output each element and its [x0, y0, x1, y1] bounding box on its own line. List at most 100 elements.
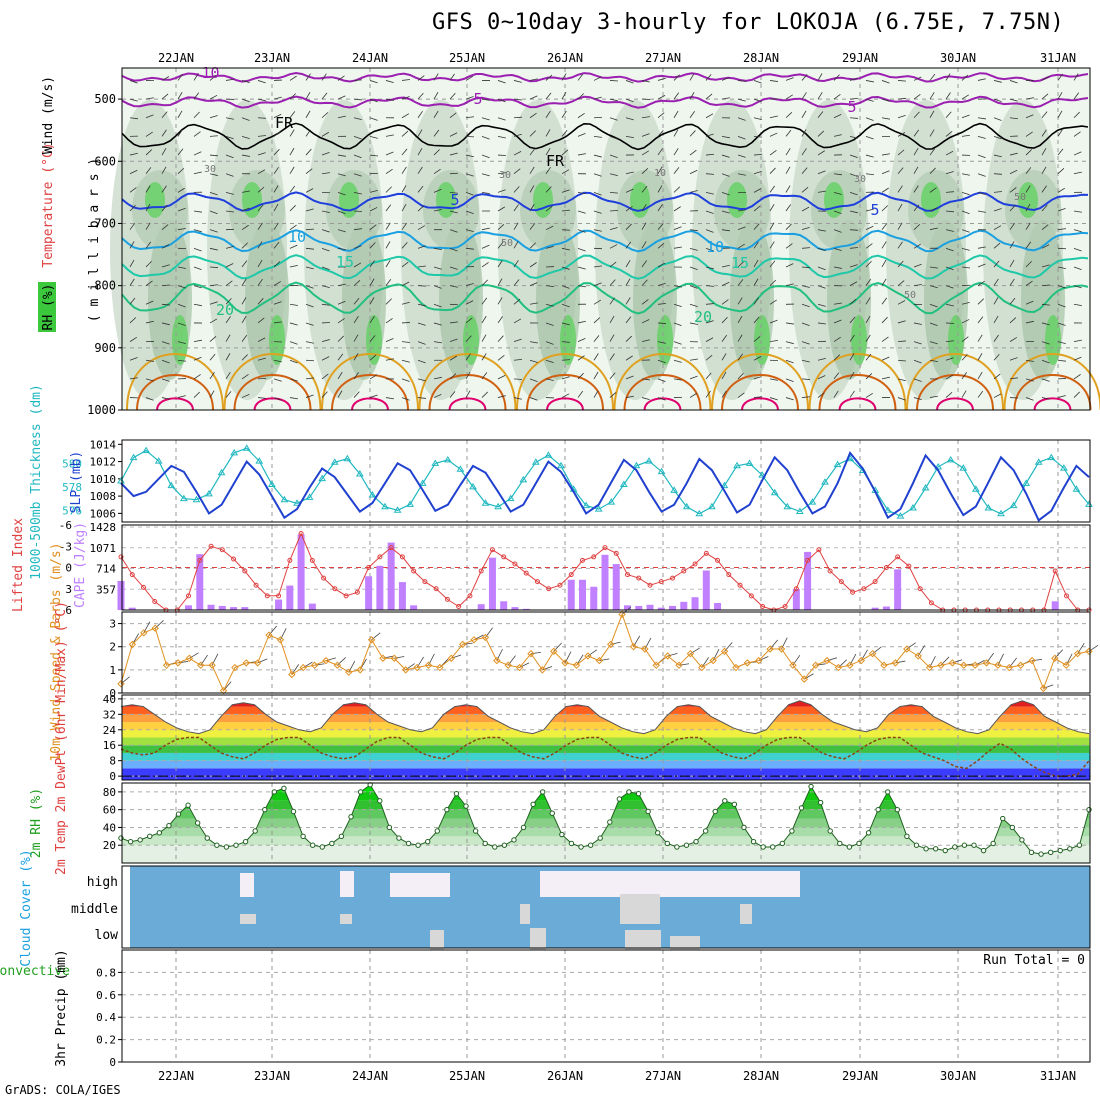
wind10-barb — [1032, 658, 1043, 661]
cape-bar — [410, 605, 418, 610]
rh-point — [885, 789, 891, 795]
lifted-index-point — [343, 593, 349, 599]
wind-barb — [529, 223, 536, 230]
wind-barb — [273, 397, 282, 401]
wind-barb — [449, 373, 457, 380]
contour-35 — [546, 397, 584, 411]
wind-barb — [353, 98, 362, 101]
wind-barb — [1073, 356, 1082, 361]
wind-barb — [433, 394, 442, 398]
wind-barb — [833, 302, 842, 305]
cape-bar — [207, 604, 215, 610]
wind-barb — [801, 247, 811, 249]
lifted-index-point — [928, 600, 934, 606]
wind-barb — [753, 117, 762, 120]
wind-barb — [481, 262, 489, 268]
wind-barb — [273, 222, 279, 230]
lifted-index-point — [298, 531, 304, 536]
thickness-point — [896, 512, 905, 519]
wind10-point — [686, 649, 695, 658]
y-tick-label: 0.2 — [96, 1034, 116, 1047]
lifted-index-point — [444, 596, 450, 602]
wind-barb — [417, 205, 425, 212]
wind-barb — [225, 136, 234, 140]
rh-point — [549, 810, 555, 816]
wind-barb — [177, 148, 184, 156]
wind10-point — [971, 661, 979, 669]
wind-barb — [1041, 359, 1050, 364]
wind-barb — [289, 359, 298, 364]
lifted-index-point — [658, 579, 664, 585]
wind-barb — [225, 263, 234, 268]
date-top-label: 30JAN — [940, 51, 976, 65]
wind10-barb — [667, 652, 678, 657]
wind-barb — [1073, 151, 1082, 156]
wind-barb — [225, 191, 234, 195]
wind-barb — [305, 322, 314, 326]
wind-barb — [369, 278, 375, 286]
wind-barb — [641, 260, 647, 268]
wind-barb — [337, 173, 346, 177]
thickness-point — [808, 498, 817, 505]
wind-barb — [593, 154, 602, 158]
wind-barb — [289, 322, 298, 326]
wind-barb — [385, 358, 394, 361]
contour-label: 5 — [450, 191, 459, 209]
wind-barb — [305, 208, 314, 212]
wind-barb — [337, 371, 343, 380]
wind-barb — [337, 75, 345, 81]
wind-barb — [289, 129, 295, 137]
wind-barb — [1057, 322, 1066, 326]
wind-barb — [161, 284, 171, 287]
wind-barb — [465, 75, 474, 81]
wind-barb — [369, 335, 376, 342]
wind-barb — [369, 242, 376, 249]
wind-barb — [625, 117, 634, 121]
wind-barb — [481, 136, 490, 140]
wind-barb — [881, 80, 890, 84]
wind10-point — [925, 663, 934, 672]
contour-35 — [253, 397, 292, 411]
rh-point — [520, 824, 527, 831]
wind-barb — [865, 353, 872, 361]
wind-barb — [753, 188, 762, 193]
contour-15 — [121, 254, 1089, 280]
wind-barb — [577, 390, 584, 398]
wind-barb — [689, 375, 698, 380]
wind-barb — [913, 284, 922, 287]
wind-barb — [209, 229, 218, 233]
wind-barb — [513, 279, 520, 286]
date-bottom-label: 22JAN — [158, 1069, 194, 1083]
thickness-point — [770, 488, 779, 496]
wind-barb — [1009, 337, 1018, 342]
thickness-point — [1072, 485, 1081, 492]
lifted-index-point — [321, 575, 327, 581]
wind-barb — [945, 374, 954, 380]
wind-barb — [401, 185, 407, 193]
wind-barb — [1025, 114, 1034, 119]
wind10-point — [310, 661, 319, 669]
wind-barb — [289, 397, 298, 400]
wind-barb — [977, 173, 986, 177]
wind-barb — [833, 266, 842, 269]
wind-barb — [817, 92, 823, 100]
cape-bar — [1051, 601, 1059, 610]
wind-barb — [241, 242, 249, 249]
temp-band — [122, 752, 1090, 761]
cape-bar — [286, 585, 294, 610]
lifted-index-point — [760, 603, 766, 609]
wind-barb — [1073, 339, 1082, 342]
wind-barb — [321, 285, 330, 289]
cape-bar — [680, 601, 688, 610]
wind-barb — [1041, 322, 1050, 326]
rh-shade-blob — [463, 315, 479, 365]
wind-barb — [481, 244, 490, 249]
wind-barb — [657, 77, 666, 81]
wind-barb — [945, 229, 954, 232]
thickness-point — [154, 457, 163, 464]
wind-barb — [865, 225, 874, 231]
wind-barb — [369, 98, 378, 103]
rh-point — [731, 801, 738, 808]
wind-barb — [129, 337, 137, 342]
wind-barb — [849, 117, 859, 119]
